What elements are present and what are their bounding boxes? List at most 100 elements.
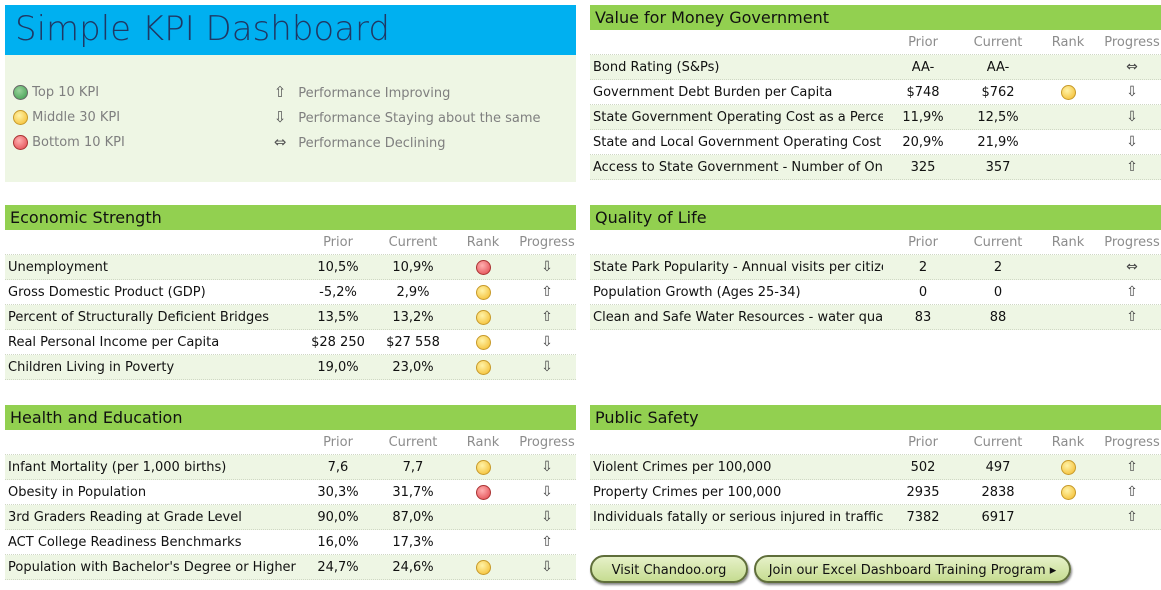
kpi-prior: 20,9% bbox=[902, 134, 944, 150]
kpi-row: Individuals fatally or serious injured i… bbox=[590, 505, 1161, 530]
kpi-prior: 90,0% bbox=[317, 509, 359, 525]
arrow-up-icon: ⇧ bbox=[1126, 159, 1138, 175]
kpi-name: Property Crimes per 100,000 bbox=[593, 484, 782, 500]
kpi-rank bbox=[1033, 459, 1103, 475]
kpi-prior: 2 bbox=[918, 259, 928, 275]
kpi-prior: 7382 bbox=[906, 509, 940, 525]
kpi-prior: -5,2% bbox=[319, 284, 357, 300]
kpi-prior: 16,0% bbox=[317, 534, 359, 550]
arrow-down-icon: ⇩ bbox=[541, 334, 553, 350]
col-prior: Prior bbox=[908, 34, 938, 50]
kpi-row: Percent of Structurally Deficient Bridge… bbox=[5, 305, 576, 330]
kpi-rank bbox=[448, 284, 518, 300]
kpi-name: 3rd Graders Reading at Grade Level bbox=[8, 509, 242, 525]
yellow-circle-icon bbox=[475, 459, 491, 475]
kpi-name: Population Growth (Ages 25-34) bbox=[593, 284, 801, 300]
kpi-name: Percent of Structurally Deficient Bridge… bbox=[8, 309, 270, 325]
kpi-prior: 30,3% bbox=[317, 484, 359, 500]
arrow-both-icon: ⇔ bbox=[1126, 259, 1138, 275]
col-prior: Prior bbox=[323, 234, 353, 250]
kpi-row: Government Debt Burden per Capita $748 $… bbox=[590, 80, 1161, 105]
kpi-prior: 502 bbox=[910, 459, 936, 475]
kpi-row: State Park Popularity - Annual visits pe… bbox=[590, 255, 1161, 280]
kpi-current: 2838 bbox=[981, 484, 1015, 500]
kpi-current: AA- bbox=[986, 59, 1010, 75]
kpi-name: Bond Rating (S&Ps) bbox=[593, 59, 720, 75]
yellow-circle-icon bbox=[475, 309, 491, 325]
arrow-both-icon: ⇔ bbox=[273, 133, 287, 151]
visit-chandoo-button[interactable]: Visit Chandoo.org bbox=[590, 555, 748, 583]
legend-rank-yellow: Middle 30 KPI bbox=[13, 105, 120, 130]
legend-label: Performance Improving bbox=[298, 86, 451, 101]
kpi-rank bbox=[448, 259, 518, 275]
kpi-row: Property Crimes per 100,000 2935 2838 ⇧ bbox=[590, 480, 1161, 505]
arrow-up-icon: ⇧ bbox=[541, 309, 553, 325]
yellow-circle-icon bbox=[475, 284, 491, 300]
kpi-current: 13,2% bbox=[392, 309, 434, 325]
kpi-prior: 325 bbox=[910, 159, 936, 175]
kpi-prior: 10,5% bbox=[317, 259, 359, 275]
col-prior: Prior bbox=[908, 434, 938, 450]
column-headers: Prior Current Rank Progress bbox=[590, 230, 1161, 255]
kpi-current: 357 bbox=[985, 159, 1011, 175]
kpi-name: Clean and Safe Water Resources - water q… bbox=[593, 309, 883, 325]
kpi-current: 12,5% bbox=[977, 109, 1019, 125]
col-rank: Rank bbox=[1051, 234, 1085, 250]
legend-progress-down: ⇩ Performance Staying about the same bbox=[270, 105, 541, 130]
kpi-current: 23,0% bbox=[392, 359, 434, 375]
kpi-rank bbox=[448, 459, 518, 475]
arrow-down-icon: ⇩ bbox=[1126, 84, 1138, 100]
section-quality-of-life: Quality of Life Prior Current Rank Progr… bbox=[590, 205, 1161, 330]
arrow-down-icon: ⇩ bbox=[541, 509, 553, 525]
kpi-row: State and Local Government Operating Cos… bbox=[590, 130, 1161, 155]
arrow-up-icon: ⇧ bbox=[1126, 484, 1138, 500]
arrow-down-icon: ⇩ bbox=[541, 259, 553, 275]
kpi-prior: 7,6 bbox=[327, 459, 349, 475]
yellow-circle-icon bbox=[1060, 84, 1076, 100]
legend-label: Performance Staying about the same bbox=[298, 111, 541, 126]
section-economic-strength: Economic Strength Prior Current Rank Pro… bbox=[5, 205, 576, 380]
kpi-row: Population Growth (Ages 25-34) 0 0 ⇧ bbox=[590, 280, 1161, 305]
red-circle-icon bbox=[13, 135, 28, 150]
arrow-up-icon: ⇧ bbox=[1126, 284, 1138, 300]
kpi-prior: 24,7% bbox=[317, 559, 359, 575]
legend-label: Middle 30 KPI bbox=[32, 110, 121, 125]
kpi-name: Real Personal Income per Capita bbox=[8, 334, 220, 350]
kpi-name: Government Debt Burden per Capita bbox=[593, 84, 833, 100]
kpi-name: ACT College Readiness Benchmarks bbox=[8, 534, 242, 550]
kpi-current: 0 bbox=[993, 284, 1003, 300]
kpi-name: State Government Operating Cost as a Per… bbox=[593, 109, 883, 125]
legend-label: Bottom 10 KPI bbox=[32, 135, 125, 150]
kpi-current: 24,6% bbox=[392, 559, 434, 575]
legend-label: Top 10 KPI bbox=[32, 85, 100, 100]
col-rank: Rank bbox=[1051, 434, 1085, 450]
arrow-up-icon: ⇧ bbox=[1126, 459, 1138, 475]
kpi-prior: $748 bbox=[906, 84, 940, 100]
kpi-row: 3rd Graders Reading at Grade Level 90,0%… bbox=[5, 505, 576, 530]
kpi-rank bbox=[448, 359, 518, 375]
join-training-button[interactable]: Join our Excel Dashboard Training Progra… bbox=[754, 555, 1071, 583]
kpi-row: Infant Mortality (per 1,000 births) 7,6 … bbox=[5, 455, 576, 480]
kpi-current: 88 bbox=[989, 309, 1007, 325]
kpi-row: Obesity in Population 30,3% 31,7% ⇩ bbox=[5, 480, 576, 505]
kpi-current: 2 bbox=[993, 259, 1003, 275]
legend-rank-green: Top 10 KPI bbox=[13, 80, 99, 105]
kpi-current: 497 bbox=[985, 459, 1011, 475]
dashboard-title: Simple KPI Dashboard bbox=[5, 5, 576, 55]
section-value-for-money: Value for Money Government Prior Current… bbox=[590, 5, 1161, 180]
column-headers: Prior Current Rank Progress bbox=[5, 230, 576, 255]
kpi-current: 2,9% bbox=[396, 284, 430, 300]
kpi-current: 10,9% bbox=[392, 259, 434, 275]
kpi-rank bbox=[1033, 84, 1103, 100]
arrow-down-icon: ⇩ bbox=[541, 459, 553, 475]
col-current: Current bbox=[388, 434, 438, 450]
column-headers: Prior Current Rank Progress bbox=[5, 430, 576, 455]
section-title: Value for Money Government bbox=[590, 5, 1161, 30]
yellow-circle-icon bbox=[475, 559, 491, 575]
red-circle-icon bbox=[475, 259, 491, 275]
col-progress: Progress bbox=[1104, 434, 1160, 450]
arrow-up-icon: ⇧ bbox=[1126, 309, 1138, 325]
kpi-name: Population with Bachelor's Degree or Hig… bbox=[8, 559, 298, 575]
kpi-name: Children Living in Poverty bbox=[8, 359, 175, 375]
section-public-safety: Public Safety Prior Current Rank Progres… bbox=[590, 405, 1161, 530]
